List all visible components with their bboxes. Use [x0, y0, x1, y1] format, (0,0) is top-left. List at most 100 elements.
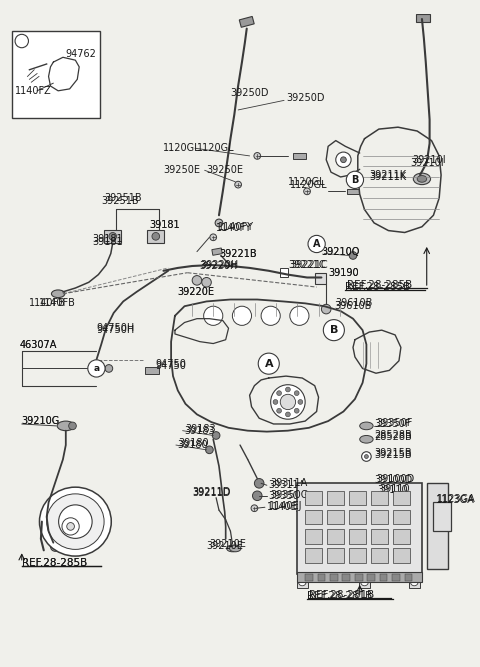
Text: 39211D: 39211D [192, 488, 230, 498]
Text: 1120GL: 1120GL [164, 143, 201, 153]
Bar [359, 570, 370, 588]
Text: 1123GA: 1123GA [436, 495, 475, 505]
Text: 1140FZ: 1140FZ [15, 86, 52, 96]
Circle shape [280, 394, 296, 410]
Circle shape [294, 408, 299, 413]
Text: 39250D: 39250D [286, 93, 324, 103]
Circle shape [254, 153, 261, 159]
Text: REF.28-281B: REF.28-281B [309, 590, 374, 600]
Bar [305, 548, 323, 563]
Text: REF.28-281B: REF.28-281B [307, 592, 372, 601]
Text: 39350G: 39350G [271, 490, 309, 500]
Text: 39110: 39110 [377, 485, 408, 495]
Circle shape [204, 306, 223, 325]
Bar [330, 574, 338, 581]
Circle shape [50, 542, 60, 552]
Circle shape [322, 304, 331, 314]
Ellipse shape [360, 436, 373, 443]
Circle shape [212, 432, 220, 440]
Circle shape [286, 387, 290, 392]
Text: 1123GA: 1123GA [437, 494, 476, 504]
Bar [433, 502, 451, 531]
Text: 28528B: 28528B [374, 432, 412, 442]
Bar [371, 530, 388, 544]
Text: 39210E: 39210E [206, 540, 243, 550]
Circle shape [324, 319, 344, 341]
Text: 39221B: 39221B [219, 249, 257, 259]
Bar [349, 548, 366, 563]
Text: 39211K: 39211K [369, 170, 407, 180]
Circle shape [361, 452, 371, 462]
Text: 1140FB: 1140FB [29, 298, 66, 308]
Bar [315, 273, 326, 284]
Ellipse shape [227, 545, 238, 552]
Bar [392, 574, 400, 581]
Text: 39100D: 39100D [376, 474, 414, 484]
Bar [280, 268, 288, 277]
Bar [393, 510, 410, 524]
Text: 39110: 39110 [379, 484, 409, 494]
Ellipse shape [57, 421, 74, 431]
Circle shape [67, 522, 74, 530]
Ellipse shape [47, 494, 104, 550]
Circle shape [349, 251, 357, 259]
Bar [305, 574, 313, 581]
Circle shape [232, 306, 252, 325]
Circle shape [341, 157, 346, 163]
Bar [305, 530, 323, 544]
Circle shape [360, 578, 368, 586]
Bar [380, 574, 387, 581]
Circle shape [210, 234, 216, 241]
Circle shape [15, 34, 28, 48]
Text: REF.28-285B: REF.28-285B [22, 558, 87, 568]
Circle shape [286, 412, 290, 417]
Bar [371, 491, 388, 506]
Text: a: a [94, 364, 99, 373]
Circle shape [152, 233, 160, 240]
Text: 39210Q: 39210Q [322, 247, 360, 257]
Bar [371, 548, 388, 563]
Text: 94750H: 94750H [96, 323, 135, 334]
Text: 1140EJ: 1140EJ [267, 502, 300, 512]
Bar [293, 153, 306, 159]
Circle shape [205, 446, 213, 454]
Circle shape [273, 400, 278, 404]
Circle shape [88, 360, 105, 377]
Bar [298, 484, 422, 574]
Text: 39220E: 39220E [178, 287, 215, 297]
Ellipse shape [360, 422, 373, 430]
Circle shape [215, 219, 223, 227]
Circle shape [235, 181, 241, 188]
Circle shape [299, 578, 306, 586]
Text: a: a [19, 37, 24, 45]
Text: 46307A: 46307A [20, 340, 57, 350]
Text: 39210G: 39210G [22, 416, 60, 426]
Text: 39350G: 39350G [269, 491, 307, 501]
Text: 28528B: 28528B [374, 430, 412, 440]
Bar [305, 510, 323, 524]
Bar [355, 574, 362, 581]
Circle shape [304, 188, 311, 195]
Circle shape [276, 391, 281, 396]
Text: 46307A: 46307A [20, 340, 57, 350]
Text: 39221C: 39221C [288, 260, 325, 270]
Text: 39215B: 39215B [374, 450, 412, 460]
Text: 39350F: 39350F [376, 418, 412, 428]
Text: B: B [330, 325, 338, 335]
Circle shape [254, 478, 264, 488]
Bar [349, 510, 366, 524]
Text: 94762: 94762 [66, 49, 96, 59]
Text: 39211K: 39211K [369, 172, 407, 182]
Bar [393, 530, 410, 544]
Ellipse shape [229, 545, 241, 552]
Text: 39215B: 39215B [374, 448, 412, 458]
Circle shape [251, 505, 258, 512]
Circle shape [271, 385, 305, 419]
Circle shape [308, 235, 325, 253]
Circle shape [58, 68, 70, 79]
Circle shape [261, 306, 280, 325]
Bar [327, 491, 344, 506]
Bar [327, 530, 344, 544]
Circle shape [258, 353, 279, 374]
Bar [104, 229, 121, 243]
